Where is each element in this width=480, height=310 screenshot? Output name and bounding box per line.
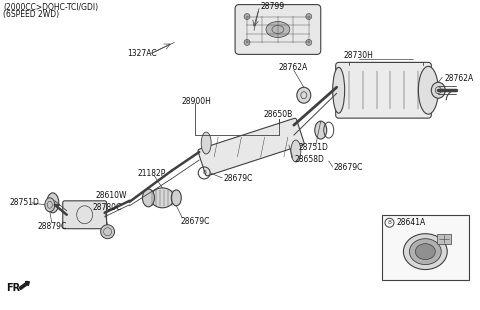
Text: 21182P: 21182P <box>137 170 166 179</box>
FancyBboxPatch shape <box>235 5 321 54</box>
Text: 28679C: 28679C <box>223 175 252 184</box>
Ellipse shape <box>306 39 312 46</box>
Ellipse shape <box>101 225 115 239</box>
Ellipse shape <box>432 82 445 98</box>
Text: 28762A: 28762A <box>279 63 308 72</box>
Ellipse shape <box>150 188 174 208</box>
Text: 1327AC: 1327AC <box>128 49 157 58</box>
Text: 28879C: 28879C <box>38 222 67 231</box>
Text: 28658D: 28658D <box>295 156 325 165</box>
FancyBboxPatch shape <box>336 62 432 118</box>
Text: 28900H: 28900H <box>181 97 211 106</box>
Text: 28762A: 28762A <box>444 74 473 83</box>
Text: 8: 8 <box>202 170 206 175</box>
Ellipse shape <box>171 190 181 206</box>
FancyBboxPatch shape <box>63 201 107 229</box>
Text: 28610W: 28610W <box>96 191 127 200</box>
Ellipse shape <box>306 14 312 20</box>
Text: 8: 8 <box>387 220 391 225</box>
Bar <box>437 234 451 244</box>
Text: 28679C: 28679C <box>180 217 210 226</box>
FancyBboxPatch shape <box>198 118 304 176</box>
Ellipse shape <box>297 87 311 103</box>
Ellipse shape <box>47 193 59 213</box>
Text: 28679C: 28679C <box>334 163 363 172</box>
Text: 28751D: 28751D <box>10 198 40 207</box>
Ellipse shape <box>143 189 155 207</box>
Ellipse shape <box>291 140 301 162</box>
Text: FR: FR <box>6 283 20 294</box>
FancyArrow shape <box>19 281 29 290</box>
Text: 28780C: 28780C <box>93 203 122 212</box>
Ellipse shape <box>45 198 55 212</box>
Text: 28641A: 28641A <box>396 218 426 227</box>
Ellipse shape <box>244 14 250 20</box>
Text: 28751D: 28751D <box>299 143 329 152</box>
Ellipse shape <box>333 67 345 113</box>
Text: 28799: 28799 <box>261 2 285 11</box>
Text: 28650B: 28650B <box>264 110 293 119</box>
Text: (2000CC>DOHC-TCI/GDI): (2000CC>DOHC-TCI/GDI) <box>3 2 98 11</box>
Ellipse shape <box>244 39 250 46</box>
Ellipse shape <box>419 66 438 114</box>
Ellipse shape <box>201 132 211 154</box>
Text: (6SPEED 2WD): (6SPEED 2WD) <box>3 10 59 19</box>
Ellipse shape <box>403 234 447 270</box>
Ellipse shape <box>266 21 290 38</box>
Ellipse shape <box>284 135 294 145</box>
Text: 28730H: 28730H <box>344 51 373 60</box>
Ellipse shape <box>409 239 441 264</box>
Bar <box>382 215 469 280</box>
Ellipse shape <box>415 244 435 259</box>
Ellipse shape <box>315 121 327 139</box>
